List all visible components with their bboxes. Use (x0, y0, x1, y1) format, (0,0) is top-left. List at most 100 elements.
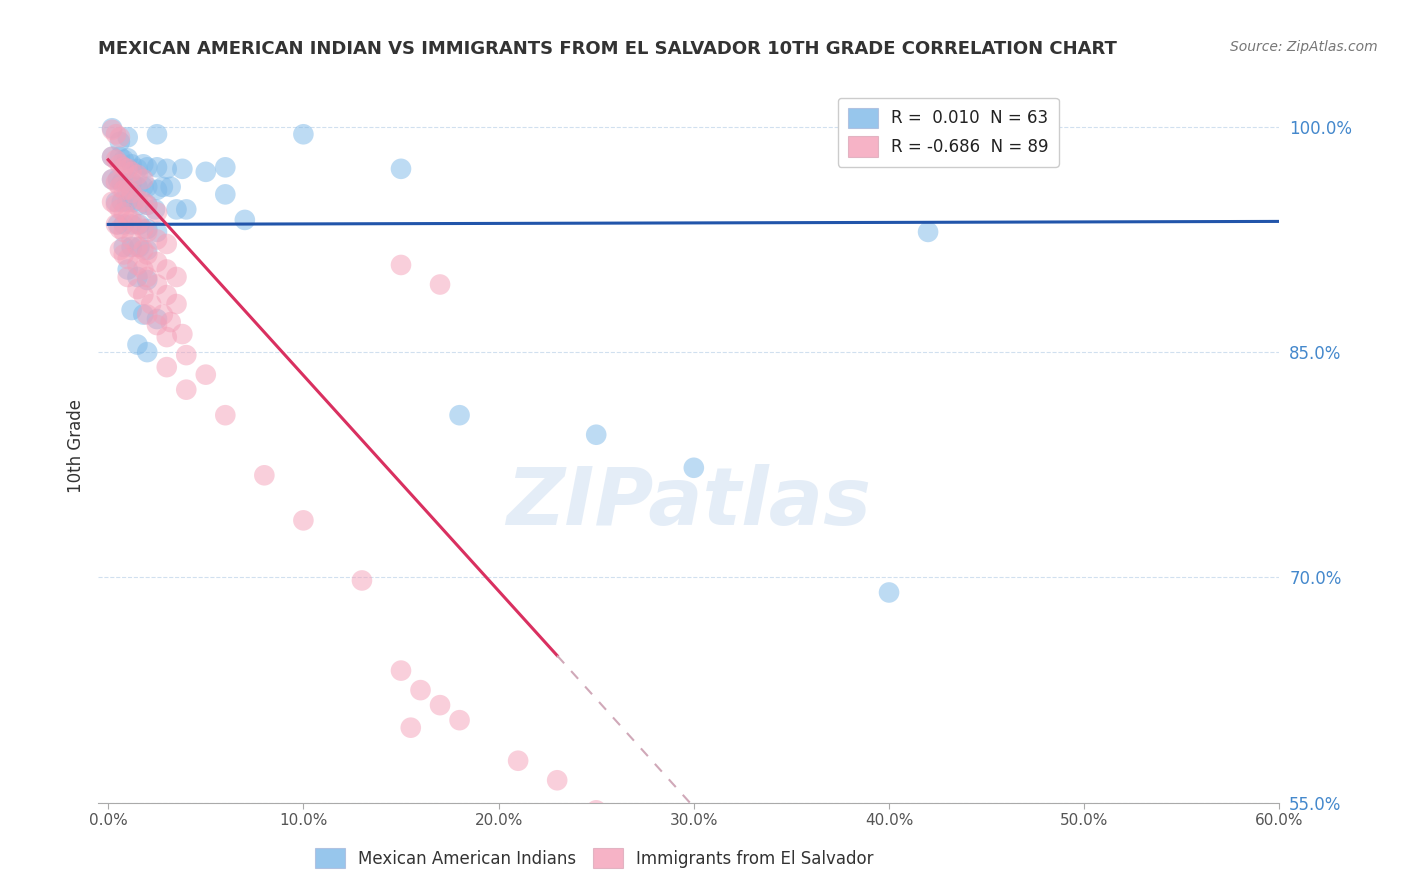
Point (117, 252, 139, 266)
Point (121, 218, 143, 232)
Point (152, 179, 174, 194)
Point (146, 318, 169, 332)
Point (146, 128, 169, 142)
Point (104, 153, 127, 167)
Point (156, 288, 179, 302)
Point (112, 225, 135, 239)
Point (127, 258, 149, 272)
Point (136, 243, 159, 257)
Point (112, 153, 135, 167)
Point (139, 297, 162, 311)
Point (108, 243, 131, 257)
Point (292, 128, 315, 142)
Point (108, 179, 131, 194)
Point (132, 157, 155, 171)
Point (101, 150, 124, 164)
Point (127, 161, 149, 176)
Point (104, 128, 127, 142)
Point (136, 198, 159, 212)
Legend: R =  0.010  N = 63, R = -0.686  N = 89: R = 0.010 N = 63, R = -0.686 N = 89 (838, 97, 1059, 167)
Point (121, 232, 143, 246)
Point (121, 213, 143, 227)
Point (159, 315, 181, 329)
Point (136, 225, 159, 239)
Point (136, 222, 159, 236)
Point (172, 327, 194, 342)
Point (127, 282, 149, 296)
Point (136, 270, 159, 285)
Point (152, 308, 174, 322)
Point (121, 165, 143, 179)
Point (112, 218, 135, 232)
Point (117, 130, 139, 145)
Text: ZIPatlas: ZIPatlas (506, 464, 872, 542)
Point (101, 172, 124, 186)
Point (117, 210, 139, 224)
Point (112, 247, 135, 261)
Point (156, 236, 179, 251)
Point (136, 273, 159, 287)
Point (146, 205, 169, 219)
Point (350, 574, 373, 588)
Point (214, 161, 236, 175)
Point (166, 270, 188, 285)
Point (429, 698, 451, 713)
Point (136, 161, 159, 175)
Point (108, 150, 131, 164)
Point (132, 288, 155, 302)
Point (127, 218, 149, 232)
Point (194, 368, 217, 382)
Point (128, 198, 150, 212)
Point (111, 175, 134, 189)
Point (107, 218, 129, 232)
Point (101, 122, 124, 136)
Point (112, 183, 135, 197)
Point (233, 213, 256, 227)
Point (877, 585, 900, 599)
Point (156, 360, 179, 375)
Point (128, 240, 150, 254)
Point (132, 172, 155, 186)
Point (101, 172, 124, 186)
Point (136, 308, 159, 322)
Point (132, 194, 155, 209)
Point (112, 161, 135, 175)
Point (136, 247, 159, 261)
Point (121, 175, 143, 189)
Point (104, 198, 127, 212)
Point (117, 183, 139, 197)
Point (682, 460, 704, 475)
Y-axis label: 10th Grade: 10th Grade (66, 399, 84, 493)
Point (117, 177, 139, 191)
Point (546, 773, 568, 788)
Point (174, 383, 197, 397)
Point (108, 130, 131, 145)
Point (166, 297, 188, 311)
Point (117, 151, 139, 165)
Point (108, 222, 131, 236)
Point (121, 303, 143, 318)
Point (112, 240, 135, 254)
Point (166, 202, 188, 217)
Point (214, 408, 236, 422)
Point (409, 683, 432, 698)
Point (104, 194, 127, 209)
Point (121, 240, 143, 254)
Point (101, 194, 124, 209)
Point (128, 218, 150, 232)
Point (108, 202, 131, 217)
Point (146, 225, 169, 239)
Point (108, 135, 131, 149)
Point (399, 721, 422, 735)
Point (127, 270, 149, 285)
Point (917, 225, 939, 239)
Point (121, 157, 143, 171)
Point (194, 165, 217, 179)
Point (292, 513, 315, 527)
Point (127, 240, 149, 254)
Point (117, 194, 139, 209)
Point (253, 468, 276, 483)
Point (449, 713, 471, 727)
Point (104, 218, 127, 232)
Point (156, 330, 179, 344)
